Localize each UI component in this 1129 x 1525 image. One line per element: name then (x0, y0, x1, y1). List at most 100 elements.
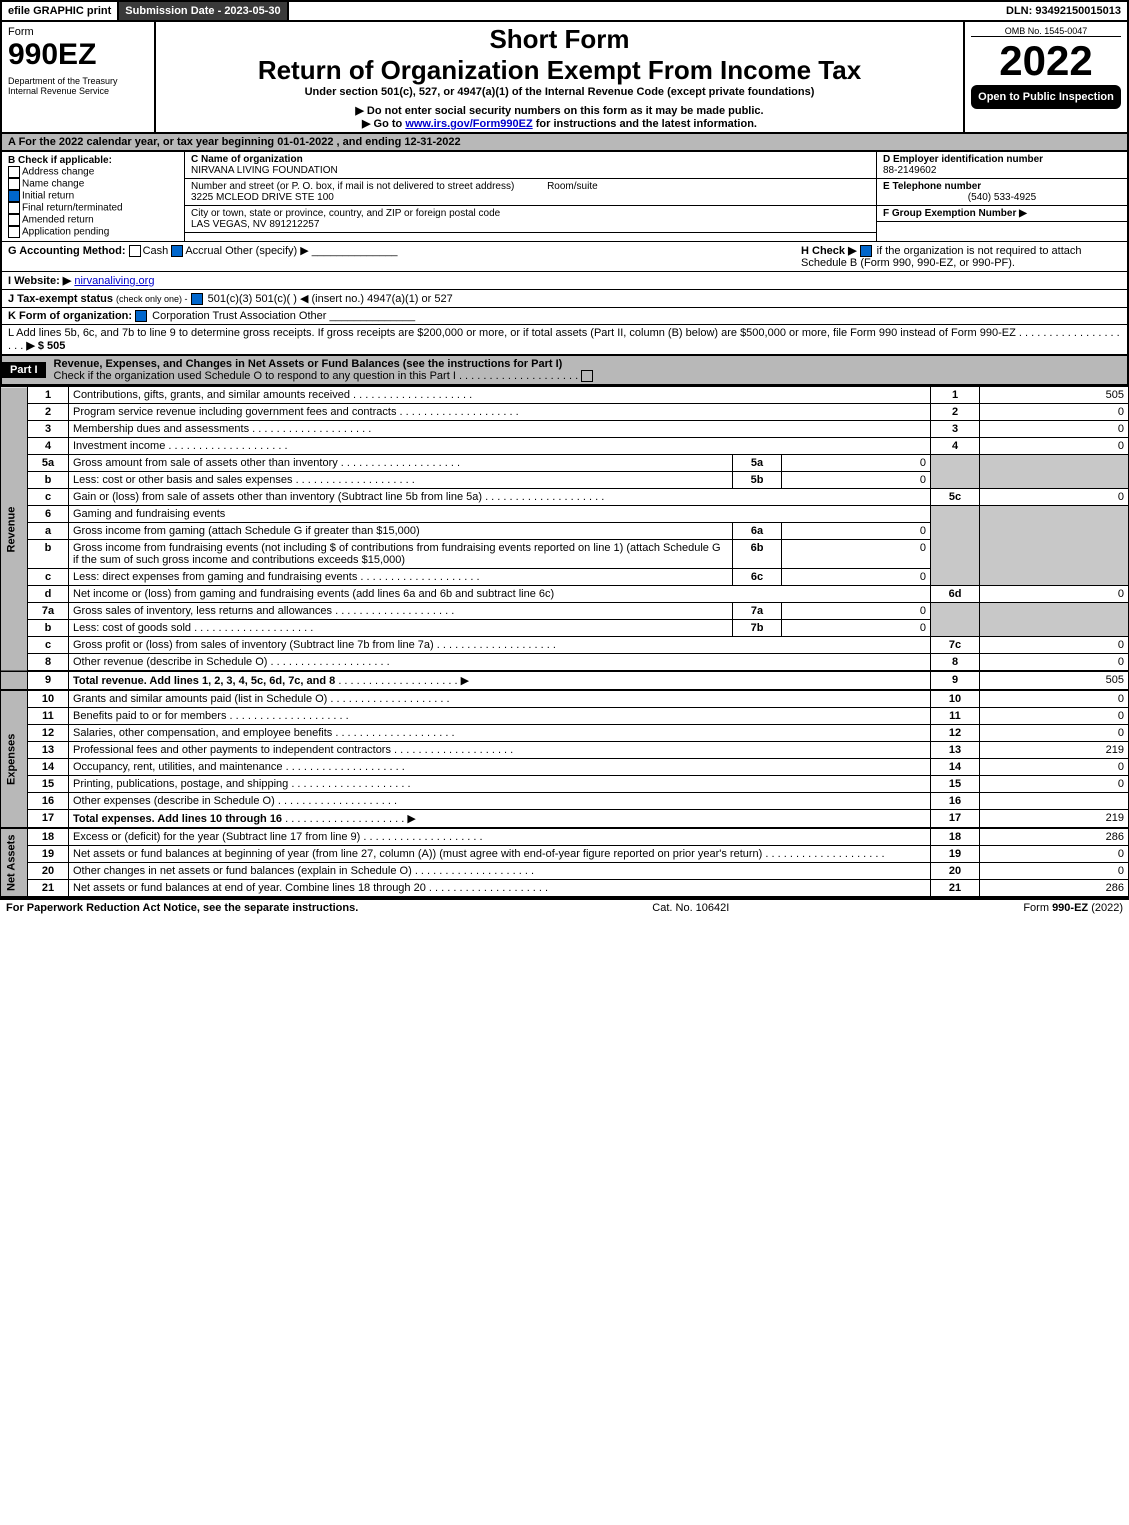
l6c-num: c (28, 569, 69, 586)
l4-val: 0 (980, 438, 1129, 455)
l6d-rnum: 6d (931, 586, 980, 603)
k-opts: Corporation Trust Association Other (152, 310, 326, 322)
l15-rnum: 15 (931, 776, 980, 793)
c-label: C Name of organization (191, 154, 303, 165)
l7b-sub: 7b (733, 620, 782, 637)
l13-rnum: 13 (931, 742, 980, 759)
l8-val: 0 (980, 654, 1129, 672)
l20-num: 20 (28, 863, 69, 880)
l9-desc: Total revenue. Add lines 1, 2, 3, 4, 5c,… (73, 675, 335, 687)
l3-rnum: 3 (931, 421, 980, 438)
ssn-note: ▶ Do not enter social security numbers o… (158, 104, 961, 117)
l5c-rnum: 5c (931, 489, 980, 506)
l8-num: 8 (28, 654, 69, 672)
l6c-subval: 0 (782, 569, 931, 586)
main-title: Return of Organization Exempt From Incom… (158, 55, 961, 86)
l20-val: 0 (980, 863, 1129, 880)
l16-rnum: 16 (931, 793, 980, 810)
omb-number: OMB No. 1545-0047 (971, 26, 1121, 37)
form-header: Form 990EZ Department of the Treasury In… (0, 22, 1129, 134)
l9-val: 505 (980, 671, 1129, 690)
org-name: NIRVANA LIVING FOUNDATION (191, 165, 338, 176)
l17-rnum: 17 (931, 810, 980, 829)
l12-desc: Salaries, other compensation, and employ… (73, 727, 332, 739)
expenses-label: Expenses (1, 690, 28, 828)
l14-num: 14 (28, 759, 69, 776)
org-city: LAS VEGAS, NV 891212257 (191, 219, 319, 230)
l21-num: 21 (28, 880, 69, 898)
l2-rnum: 2 (931, 404, 980, 421)
l6c-sub: 6c (733, 569, 782, 586)
l6a-subval: 0 (782, 523, 931, 540)
l12-val: 0 (980, 725, 1129, 742)
g-cash[interactable]: Cash (143, 245, 169, 257)
goto-suffix: for instructions and the latest informat… (533, 118, 757, 130)
phone: (540) 533-4925 (883, 192, 1121, 203)
l8-desc: Other revenue (describe in Schedule O) (73, 656, 267, 668)
footer-right: Form 990-EZ (2022) (1023, 902, 1123, 914)
g-other[interactable]: Other (specify) ▶ (225, 245, 309, 257)
lines-table: Revenue 1 Contributions, gifts, grants, … (0, 386, 1129, 898)
b-opt-3[interactable]: Final return/terminated (22, 203, 123, 214)
form-number: 990EZ (8, 38, 148, 72)
box-def: D Employer identification number 88-2149… (876, 152, 1127, 241)
goto-prefix: ▶ Go to (362, 118, 405, 130)
netassets-label: Net Assets (1, 828, 28, 897)
l6b-num: b (28, 540, 69, 569)
l11-num: 11 (28, 708, 69, 725)
l13-num: 13 (28, 742, 69, 759)
irs-link[interactable]: www.irs.gov/Form990EZ (405, 118, 532, 130)
l7b-desc: Less: cost of goods sold (73, 622, 191, 634)
l1-desc: Contributions, gifts, grants, and simila… (73, 389, 350, 401)
revenue-label: Revenue (1, 387, 28, 672)
l6a-num: a (28, 523, 69, 540)
l7c-desc: Gross profit or (loss) from sales of inv… (73, 639, 434, 651)
row-j: J Tax-exempt status (check only one) - 5… (0, 290, 1129, 308)
l15-desc: Printing, publications, postage, and shi… (73, 778, 288, 790)
l6a-sub: 6a (733, 523, 782, 540)
l6b-subval: 0 (782, 540, 931, 569)
part1-check-note: Check if the organization used Schedule … (54, 370, 456, 382)
l21-rnum: 21 (931, 880, 980, 898)
b-opt-1[interactable]: Name change (22, 179, 84, 190)
e-label: E Telephone number (883, 181, 981, 192)
j-note: (check only one) - (116, 294, 188, 304)
top-bar: efile GRAPHIC print Submission Date - 20… (0, 0, 1129, 22)
l2-val: 0 (980, 404, 1129, 421)
d-label: D Employer identification number (883, 154, 1043, 165)
i-label: I Website: ▶ (8, 275, 71, 287)
l1-val: 505 (980, 387, 1129, 404)
part1-checkbox[interactable] (581, 370, 593, 382)
row-l: L Add lines 5b, 6c, and 7b to line 9 to … (0, 325, 1129, 356)
efile-print[interactable]: efile GRAPHIC print (2, 2, 119, 20)
l14-rnum: 14 (931, 759, 980, 776)
b-opt-4[interactable]: Amended return (22, 215, 94, 226)
footer-left: For Paperwork Reduction Act Notice, see … (6, 902, 358, 914)
l19-num: 19 (28, 846, 69, 863)
l7a-subval: 0 (782, 603, 931, 620)
l5b-desc: Less: cost or other basis and sales expe… (73, 474, 293, 486)
l14-desc: Occupancy, rent, utilities, and maintena… (73, 761, 283, 773)
f-label: F Group Exemption Number ▶ (883, 208, 1027, 219)
box-b-title: B Check if applicable: (8, 155, 178, 166)
l7a-desc: Gross sales of inventory, less returns a… (73, 605, 332, 617)
g-accrual[interactable]: Accrual (185, 245, 222, 257)
l12-num: 12 (28, 725, 69, 742)
page-footer: For Paperwork Reduction Act Notice, see … (0, 898, 1129, 916)
b-opt-2[interactable]: Initial return (22, 191, 74, 202)
l7b-num: b (28, 620, 69, 637)
l4-rnum: 4 (931, 438, 980, 455)
b-opt-5[interactable]: Application pending (22, 227, 109, 238)
l6b-desc: Gross income from fundraising events (no… (73, 542, 721, 566)
j-opts: 501(c)(3) 501(c)( ) ◀ (insert no.) 4947(… (208, 293, 453, 305)
l6b-sub: 6b (733, 540, 782, 569)
l9-rnum: 9 (931, 671, 980, 690)
l-text: L Add lines 5b, 6c, and 7b to line 9 to … (8, 327, 1016, 339)
subtitle: Under section 501(c), 527, or 4947(a)(1)… (158, 86, 961, 98)
l7a-num: 7a (28, 603, 69, 620)
l15-num: 15 (28, 776, 69, 793)
l19-val: 0 (980, 846, 1129, 863)
website-link[interactable]: nirvanaliving.org (74, 275, 154, 287)
b-opt-0[interactable]: Address change (22, 167, 94, 178)
l5b-subval: 0 (782, 472, 931, 489)
